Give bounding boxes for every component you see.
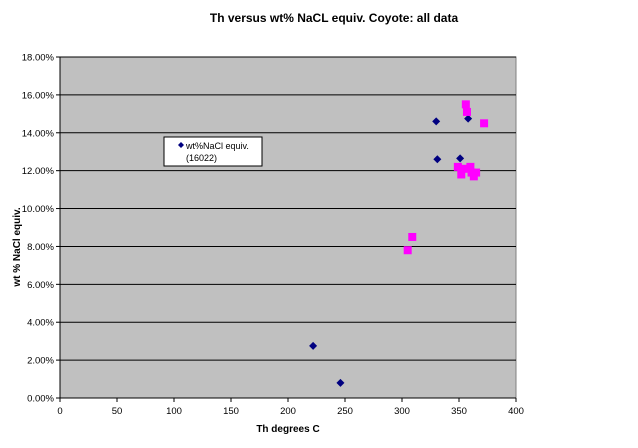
data-point-diamond (456, 154, 465, 163)
gridlines (60, 56, 516, 361)
axes (56, 56, 517, 402)
y-axis-title: wt % NaCl equiv. (12, 207, 23, 287)
data-point-diamond (309, 341, 318, 350)
y-tick-label: 18.00% (22, 53, 55, 64)
plot-area (59, 56, 517, 399)
y-tick-labels: 0.00% 2.00% 4.00% 6.00% 8.00% 10.00% 12.00% 14.… (22, 53, 55, 405)
data-point-square (462, 107, 471, 116)
data-point-square (403, 246, 412, 255)
data-point-square (459, 164, 468, 173)
x-axis-title: Th degrees C (256, 424, 319, 435)
y-tick-label: 12.00% (22, 166, 55, 177)
data-point-diamond (433, 155, 442, 164)
data-points (309, 100, 489, 387)
data-point-diamond (432, 117, 441, 126)
legend-diamond-icon (178, 142, 184, 148)
legend: wt%NaCl equiv. (16022) (163, 136, 263, 167)
y-tick-label: 16.00% (22, 90, 55, 101)
x-tick-labels: 0 50 100 150 200 250 300 350 400 (57, 406, 524, 417)
chart-title: Th versus wt% NaCL equiv. Coyote: all da… (210, 11, 459, 25)
y-tick-label: 6.00% (27, 280, 54, 291)
x-tick-label: 50 (112, 406, 123, 417)
x-tick-label: 0 (57, 406, 62, 417)
x-tick-label: 250 (337, 406, 353, 417)
y-tick-label: 0.00% (27, 394, 54, 405)
data-point-square (466, 162, 475, 171)
legend-box (163, 136, 263, 167)
data-point-square (408, 232, 417, 241)
data-point-diamond (336, 378, 345, 387)
data-point-diamond (464, 114, 473, 123)
legend-label-line2: (16022) (186, 153, 217, 163)
data-point-square (480, 119, 489, 128)
x-tick-label: 350 (451, 406, 467, 417)
x-tick-label: 400 (508, 406, 524, 417)
y-tick-label: 4.00% (27, 318, 54, 329)
x-tick-label: 150 (223, 406, 239, 417)
data-point-square (457, 170, 466, 179)
y-tick-label: 2.00% (27, 356, 54, 367)
legend-label-line1: wt%NaCl equiv. (185, 141, 249, 151)
y-tick-label: 10.00% (22, 204, 55, 215)
data-point-square (461, 100, 470, 109)
y-tick-label: 14.00% (22, 128, 55, 139)
x-tick-label: 100 (166, 406, 182, 417)
data-point-square (453, 162, 462, 171)
data-point-square (472, 168, 481, 177)
y-tick-label: 8.00% (27, 242, 54, 253)
x-tick-label: 200 (280, 406, 296, 417)
x-tick-label: 300 (394, 406, 410, 417)
